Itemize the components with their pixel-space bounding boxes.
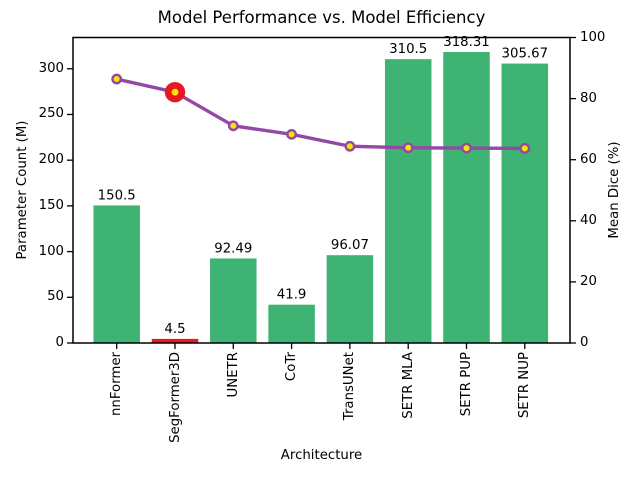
axes-frame xyxy=(72,36,571,344)
left-tick-label: 0 xyxy=(55,335,64,350)
right-tick-label: 40 xyxy=(580,212,597,228)
dice-marker xyxy=(402,142,414,154)
dice-marker xyxy=(111,73,123,85)
left-tick-label: 50 xyxy=(47,289,64,305)
right-tick-label: 20 xyxy=(580,273,597,289)
left-tick-label: 200 xyxy=(38,152,64,168)
dice-marker xyxy=(519,142,531,154)
bar-UNETR xyxy=(210,258,257,343)
bar-value-label: 310.5 xyxy=(389,42,427,57)
x-tick-label: nnFormer xyxy=(109,352,125,416)
bar-value-label: 150.5 xyxy=(98,188,136,203)
x-tick-label: SETR PUP xyxy=(459,352,474,417)
right-tick-label: 0 xyxy=(580,335,589,350)
dice-marker xyxy=(461,142,472,154)
bar-SETR-NUP xyxy=(501,63,549,344)
chart-title: Model Performance vs. Model Efficiency xyxy=(157,8,486,27)
bar-SegFormer3D xyxy=(151,338,199,343)
bar-value-label: 318.31 xyxy=(443,35,490,50)
x-tick-label: SETR NUP xyxy=(517,352,533,419)
bar-value-label: 4.5 xyxy=(164,322,185,337)
x-tick-label: UNETR xyxy=(225,352,241,398)
bar-TransUNet xyxy=(326,255,374,343)
left-tick-label: 100 xyxy=(38,243,64,259)
right-tick-label: 80 xyxy=(580,90,597,106)
dice-marker xyxy=(227,120,239,132)
right-tick-label: 60 xyxy=(580,151,597,167)
x-tick-label: TransUNet xyxy=(342,352,358,421)
bar-nnFormer xyxy=(93,205,140,343)
x-tick-label: SETR MLA xyxy=(400,352,416,419)
bar-value-label: 92.49 xyxy=(214,241,252,256)
left-tick-label: 300 xyxy=(38,60,64,76)
left-tick-label: 150 xyxy=(38,197,64,213)
dice-marker xyxy=(286,128,297,140)
x-tick-label: SegFormer3D xyxy=(167,352,183,443)
x-tick-label: CoTr xyxy=(284,352,300,382)
bar-value-label: 305.67 xyxy=(502,47,549,62)
right-tick-label: 100 xyxy=(580,29,606,45)
x-axis-label: Architecture xyxy=(280,448,363,463)
dice-line xyxy=(114,77,527,151)
bar-SETR-PUP xyxy=(443,52,490,343)
dice-marker xyxy=(344,140,356,152)
dice-marker xyxy=(171,88,179,96)
bar-SETR-MLA xyxy=(384,59,432,343)
bar-value-label: 41.9 xyxy=(277,288,307,303)
left-tick-label: 250 xyxy=(38,106,64,122)
bar-value-label: 96.07 xyxy=(331,238,369,253)
bar-CoTr xyxy=(268,304,315,343)
